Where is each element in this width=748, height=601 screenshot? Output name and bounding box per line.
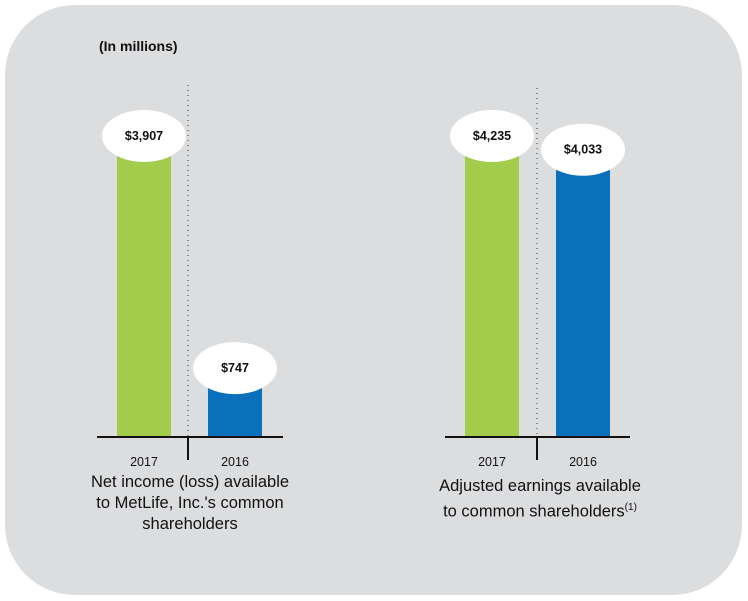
- caption-net-income: Net income (loss) available to MetLife, …: [60, 472, 320, 535]
- caption-line: Net income (loss) available: [90, 473, 290, 491]
- year-tick-label: 2017: [130, 455, 158, 469]
- caption-line: shareholders: [142, 515, 238, 533]
- bar-2017: [117, 150, 171, 437]
- year-tick-label: 2017: [478, 455, 506, 469]
- year-tick-label: 2016: [569, 455, 597, 469]
- footnote-marker: (1): [624, 502, 637, 513]
- value-bubble: [193, 342, 277, 395]
- year-tick-label: 2016: [221, 455, 249, 469]
- caption-line: Adjusted earnings available: [439, 477, 641, 495]
- caption-line: to common shareholders(1): [400, 497, 680, 523]
- bar-2016: [556, 163, 610, 437]
- caption-adjusted-earnings: Adjusted earnings available to common sh…: [400, 476, 680, 523]
- unit-label: (In millions): [99, 38, 178, 54]
- data-label: $3,907: [125, 129, 163, 143]
- bar-2017: [465, 150, 519, 437]
- data-label: $4,033: [564, 143, 602, 157]
- value-bubble: [450, 110, 534, 162]
- value-bubble: [102, 110, 186, 162]
- caption-line: to MetLife, Inc.'s common: [96, 494, 284, 512]
- value-bubble: [541, 123, 625, 176]
- caption-text: to common shareholders: [443, 502, 625, 521]
- data-label: $747: [221, 361, 249, 375]
- data-label: $4,235: [473, 129, 511, 143]
